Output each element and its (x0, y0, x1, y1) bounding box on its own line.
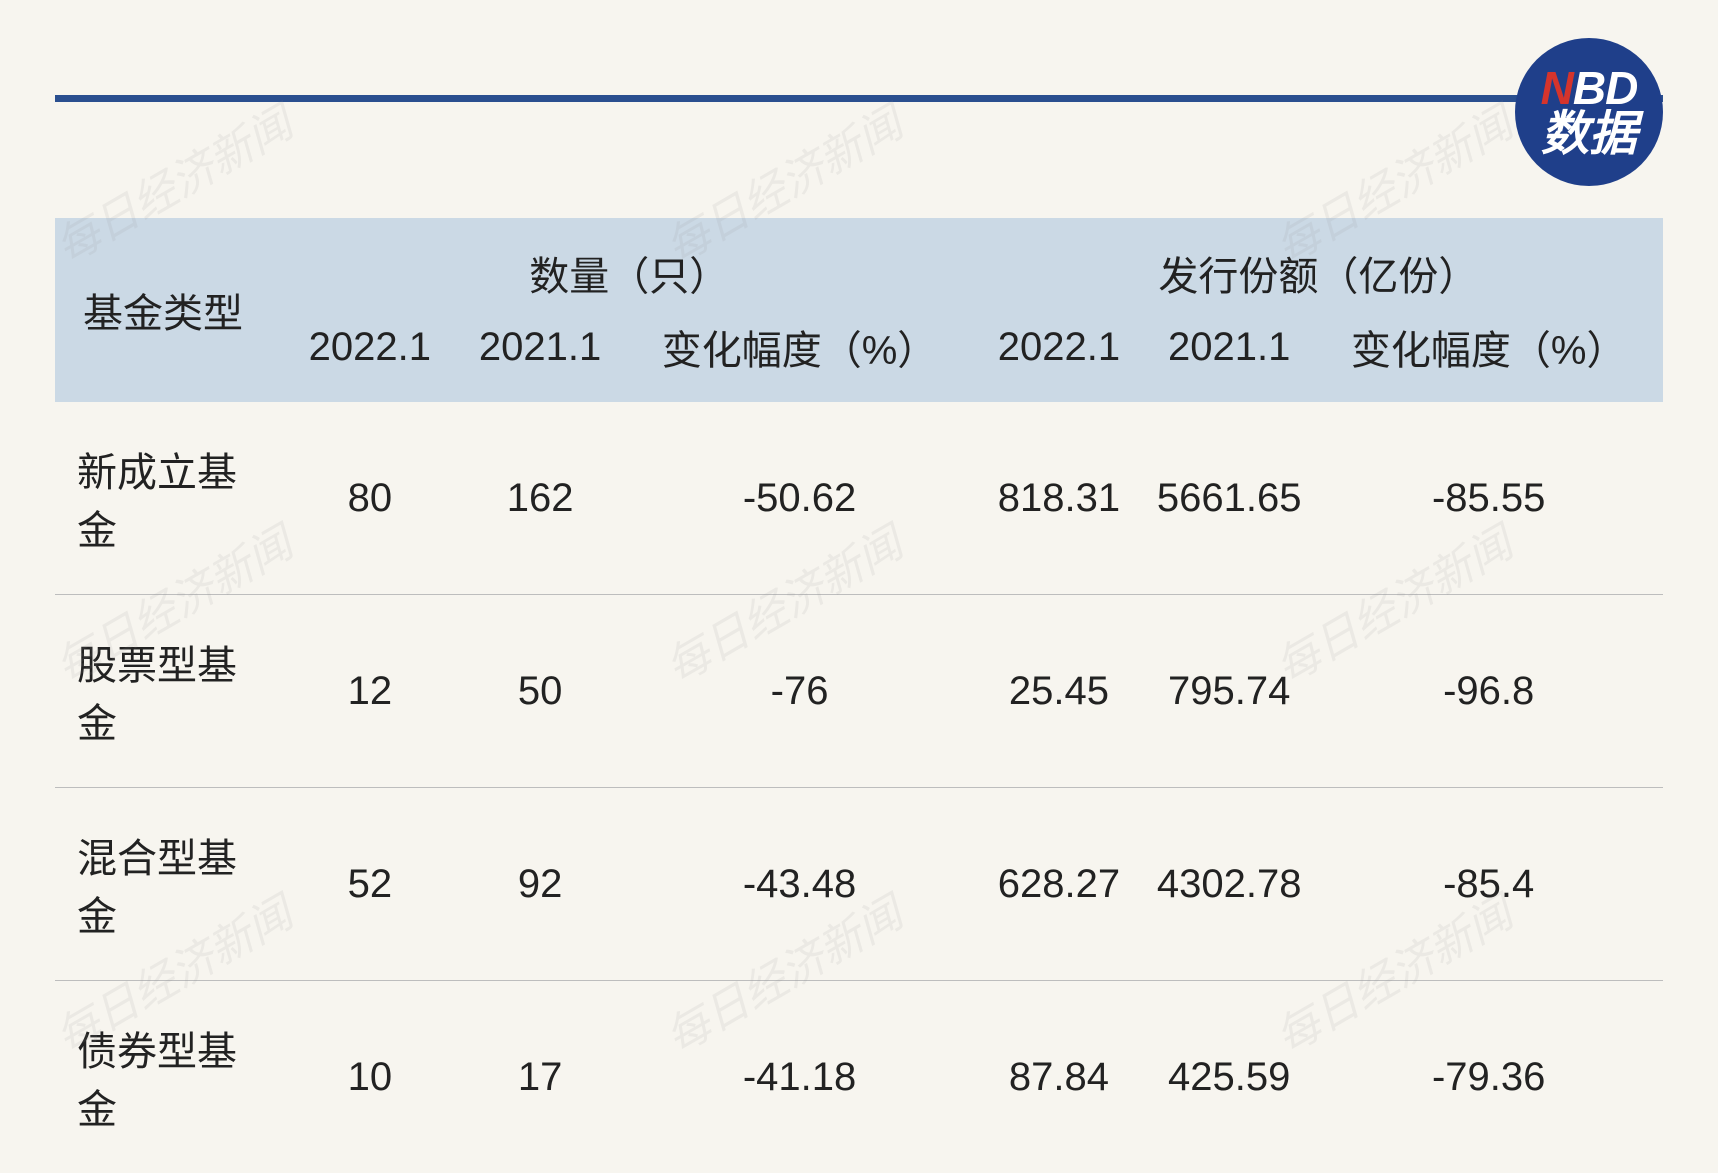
fund-table-container: 基金类型 数量（只） 发行份额（亿份） 2022.1 2021.1 变化幅度（%… (55, 218, 1663, 1173)
table-row: 股票型基金1250-7625.45795.74-96.8 (55, 595, 1663, 788)
cell: -50.62 (625, 402, 974, 595)
table-row: 新成立基金80162-50.62818.315661.65-85.55 (55, 402, 1663, 595)
header-qty-2021: 2021.1 (455, 310, 625, 402)
cell: -79.36 (1314, 981, 1663, 1173)
cell: -96.8 (1314, 595, 1663, 788)
cell: 52 (285, 788, 455, 981)
row-label: 混合型基金 (55, 788, 285, 981)
nbd-badge: NBD 数据 (1515, 38, 1663, 186)
badge-line2: 数据 (1541, 110, 1637, 160)
header-qty-change: 变化幅度（%） (625, 310, 974, 402)
cell: 25.45 (974, 595, 1144, 788)
cell: -43.48 (625, 788, 974, 981)
header-qty-2022: 2022.1 (285, 310, 455, 402)
header-amt-change: 变化幅度（%） (1314, 310, 1663, 402)
top-rule (55, 95, 1663, 102)
row-label: 股票型基金 (55, 595, 285, 788)
cell: 818.31 (974, 402, 1144, 595)
header-group-issuance: 发行份额（亿份） (974, 218, 1663, 310)
cell: 628.27 (974, 788, 1144, 981)
table-row: 混合型基金5292-43.48628.274302.78-85.4 (55, 788, 1663, 981)
cell: -85.4 (1314, 788, 1663, 981)
cell: 162 (455, 402, 625, 595)
header-amt-2022: 2022.1 (974, 310, 1144, 402)
cell: 425.59 (1144, 981, 1314, 1173)
badge-letters-bd: BD (1573, 62, 1637, 114)
cell: 87.84 (974, 981, 1144, 1173)
header-amt-2021: 2021.1 (1144, 310, 1314, 402)
table-header: 基金类型 数量（只） 发行份额（亿份） 2022.1 2021.1 变化幅度（%… (55, 218, 1663, 402)
row-label: 债券型基金 (55, 981, 285, 1173)
badge-letter-n: N (1541, 62, 1573, 114)
table-row: 债券型基金1017-41.1887.84425.59-79.36 (55, 981, 1663, 1173)
cell: 92 (455, 788, 625, 981)
cell: 50 (455, 595, 625, 788)
cell: 80 (285, 402, 455, 595)
cell: 4302.78 (1144, 788, 1314, 981)
cell: 17 (455, 981, 625, 1173)
row-label: 新成立基金 (55, 402, 285, 595)
cell: -85.55 (1314, 402, 1663, 595)
cell: -76 (625, 595, 974, 788)
header-group-quantity: 数量（只） (285, 218, 974, 310)
cell: 795.74 (1144, 595, 1314, 788)
cell: 10 (285, 981, 455, 1173)
fund-table: 基金类型 数量（只） 发行份额（亿份） 2022.1 2021.1 变化幅度（%… (55, 218, 1663, 1173)
cell: 5661.65 (1144, 402, 1314, 595)
header-fund-type: 基金类型 (55, 218, 285, 402)
badge-line1: NBD (1541, 64, 1638, 112)
table-body: 新成立基金80162-50.62818.315661.65-85.55股票型基金… (55, 402, 1663, 1173)
cell: -41.18 (625, 981, 974, 1173)
cell: 12 (285, 595, 455, 788)
